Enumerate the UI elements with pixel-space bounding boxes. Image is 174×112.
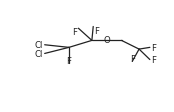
Text: F: F xyxy=(95,26,100,35)
Text: F: F xyxy=(151,56,156,65)
Text: F: F xyxy=(130,55,135,64)
Text: F: F xyxy=(151,43,156,52)
Text: O: O xyxy=(103,36,110,45)
Text: Cl: Cl xyxy=(35,50,43,58)
Text: F: F xyxy=(66,56,72,65)
Text: Cl: Cl xyxy=(35,41,43,50)
Text: F: F xyxy=(72,28,77,37)
